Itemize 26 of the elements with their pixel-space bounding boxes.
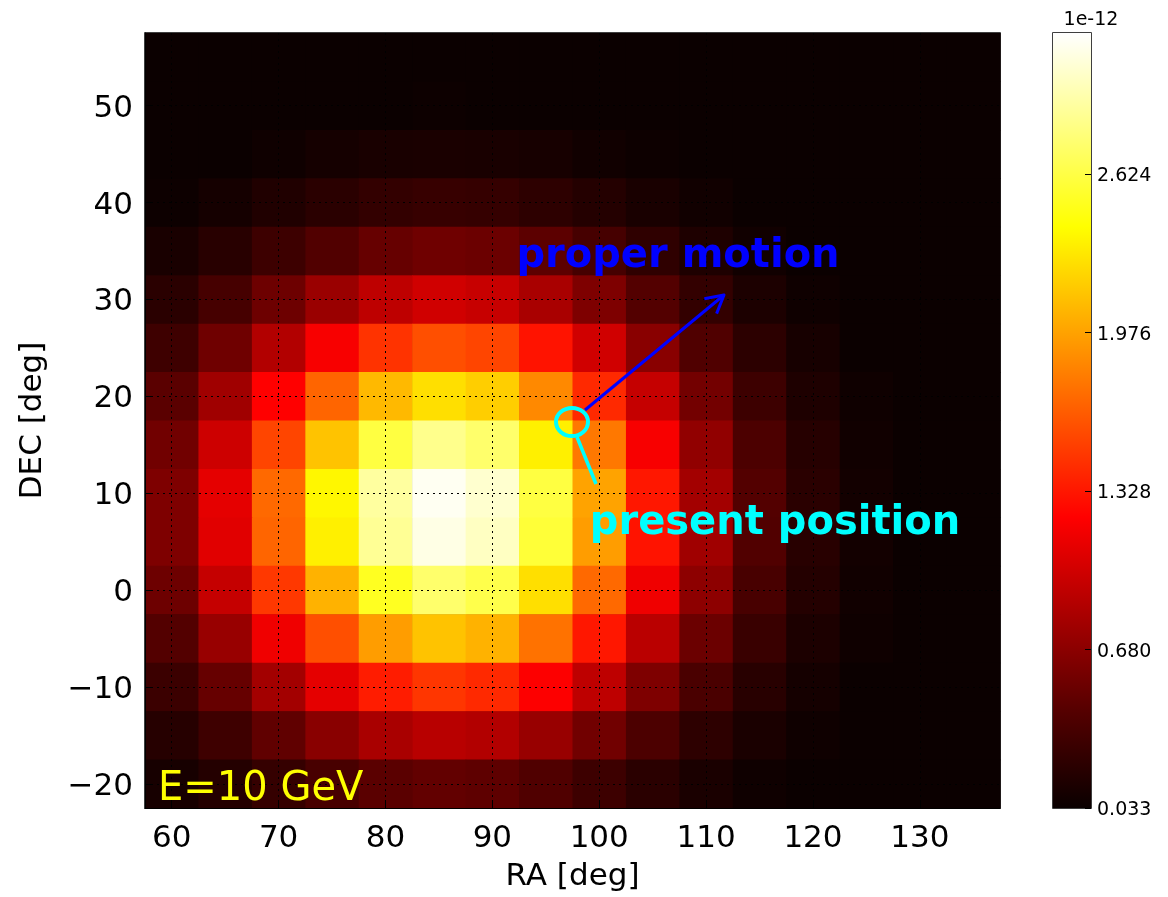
- y-tick-label: 30: [93, 281, 133, 318]
- y-tick-label: 40: [93, 184, 133, 221]
- x-axis-title: RA [deg]: [505, 855, 640, 892]
- color-bar-label: 1.976: [1097, 321, 1152, 344]
- color-bar-label: 1.328: [1097, 480, 1152, 503]
- color-bar-label: 2.624: [1097, 162, 1152, 185]
- y-tick-label: −10: [67, 668, 133, 705]
- annotation: E=10 GeV: [158, 763, 365, 809]
- y-tick-label: 10: [93, 475, 133, 512]
- y-tick-label: 0: [113, 572, 133, 609]
- x-tick-label: 70: [258, 817, 299, 854]
- x-tick-label: 120: [783, 817, 843, 854]
- color-bar-label: 0.680: [1097, 638, 1152, 661]
- x-tick-label: 130: [890, 817, 950, 854]
- x-tick-label: 90: [472, 817, 513, 854]
- x-tick-label: 80: [365, 817, 406, 854]
- y-tick-label: 50: [93, 87, 133, 124]
- x-tick-label: 110: [676, 817, 736, 854]
- color-bar-label: 0.033: [1097, 797, 1152, 819]
- color-bar-title: 1e-12: [1063, 6, 1119, 29]
- y-tick-label: −20: [67, 765, 133, 802]
- y-tick-label: 20: [93, 378, 133, 415]
- x-tick-label: 60: [151, 817, 192, 854]
- annotation: proper motion: [516, 230, 840, 276]
- y-axis-title: DEC [deg]: [11, 341, 48, 500]
- x-tick-label: 100: [569, 817, 629, 854]
